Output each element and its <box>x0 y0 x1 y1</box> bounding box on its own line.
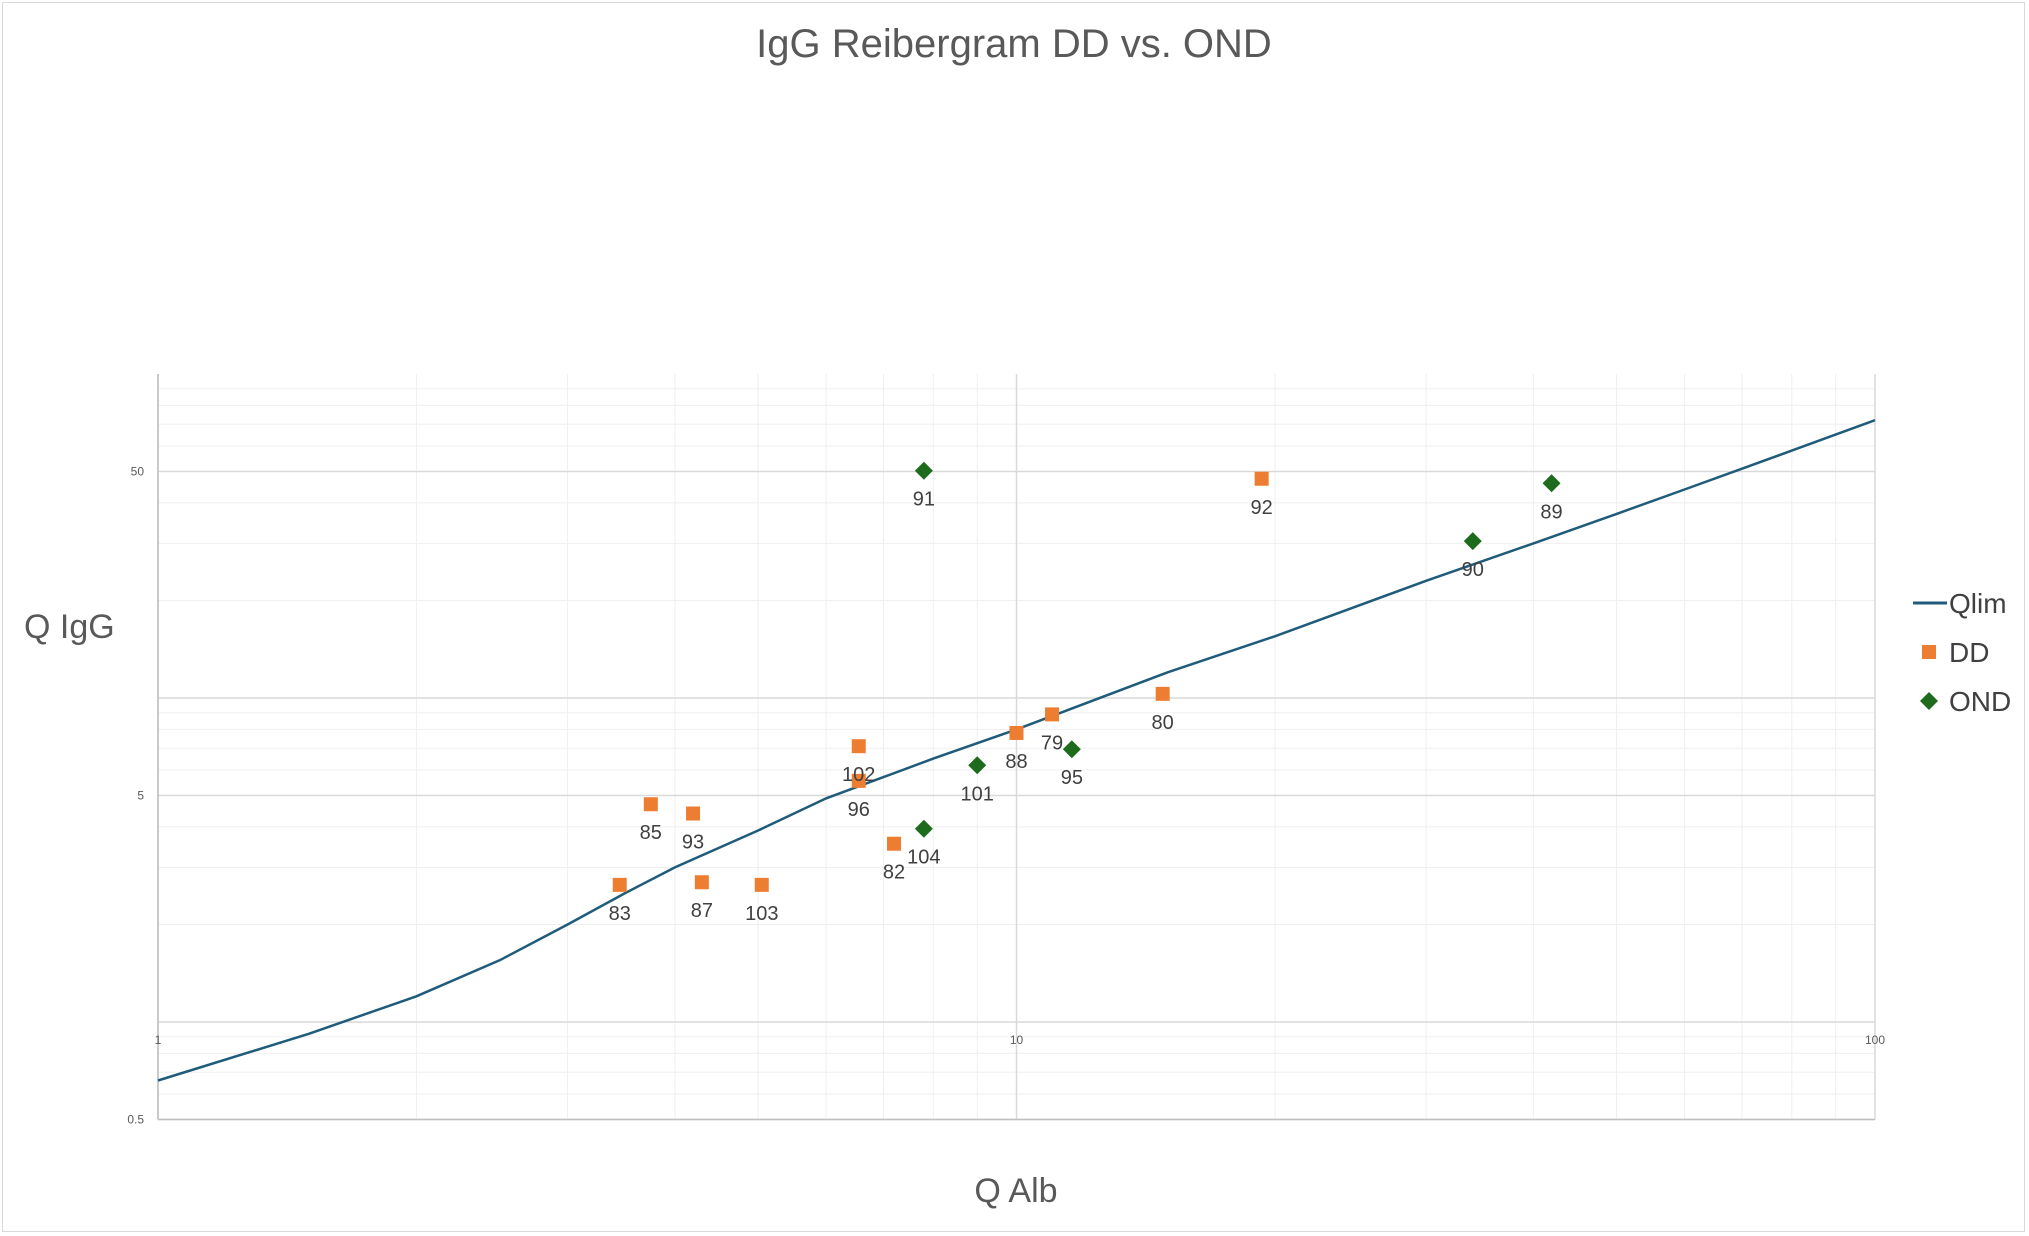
dd-point <box>686 806 701 821</box>
dd-point <box>612 877 627 892</box>
dd-point <box>1254 471 1269 486</box>
point-label: 103 <box>745 903 778 925</box>
point-label: 93 <box>682 832 704 854</box>
point-labels: 79 80 82 83 85 87 88 92 93 96 102 103 89 90 91 95 101 104 <box>609 489 1563 925</box>
tick-labels: 1 10 100 0.5 5 50 <box>127 465 1885 1127</box>
ond-point <box>914 819 933 838</box>
y-tick-label: 0.5 <box>127 1113 144 1127</box>
axes <box>157 374 1875 1121</box>
dd-point <box>851 739 866 754</box>
dd-point <box>643 797 658 812</box>
point-label: 102 <box>842 764 875 786</box>
dd-series <box>612 471 1269 892</box>
dd-point <box>1009 725 1024 740</box>
x-axis-title: Q Alb <box>974 1172 1057 1210</box>
major-gridlines <box>157 374 1876 1121</box>
chart-title: IgG Reibergram DD vs. OND <box>756 22 1272 66</box>
point-label: 82 <box>883 862 905 884</box>
dd-point <box>694 875 709 890</box>
y-tick-label: 50 <box>131 465 145 479</box>
legend-diamond-swatch <box>1920 692 1938 710</box>
point-label: 87 <box>691 900 713 922</box>
qlim-line <box>157 419 1876 1082</box>
point-label: 90 <box>1462 559 1484 581</box>
dd-point <box>851 773 866 788</box>
y-axis-title: Q IgG <box>24 608 115 646</box>
y-tick-label: 5 <box>137 789 144 803</box>
point-label: 101 <box>961 783 994 805</box>
legend-square-swatch <box>1922 645 1936 659</box>
legend-label: DD <box>1949 637 1989 668</box>
dd-point <box>1155 686 1170 701</box>
point-label: 79 <box>1041 732 1063 754</box>
ond-point <box>968 756 987 775</box>
point-label: 85 <box>640 822 662 844</box>
legend-label: Qlim <box>1949 588 2007 619</box>
ond-point <box>914 461 933 480</box>
dd-point <box>1045 707 1060 722</box>
x-tick-label: 100 <box>1865 1033 1885 1047</box>
point-label: 88 <box>1005 751 1027 773</box>
point-label: 83 <box>609 903 631 925</box>
dd-point <box>754 877 769 892</box>
ond-point <box>1542 474 1561 493</box>
ond-point <box>1463 532 1482 551</box>
legend: Qlim DD OND <box>1913 588 2011 717</box>
legend-label: OND <box>1949 686 2011 717</box>
dd-point <box>887 836 902 851</box>
point-label: 91 <box>913 489 935 511</box>
point-label: 96 <box>848 799 870 821</box>
point-label: 80 <box>1152 712 1174 734</box>
ond-series <box>914 461 1561 838</box>
ond-point <box>1062 740 1081 759</box>
qlim-series <box>157 419 1876 1082</box>
point-label: 95 <box>1061 767 1083 789</box>
point-label: 104 <box>907 847 940 869</box>
x-tick-label: 1 <box>155 1033 162 1047</box>
point-label: 92 <box>1251 497 1273 519</box>
x-tick-label: 10 <box>1010 1033 1024 1047</box>
point-label: 89 <box>1540 501 1562 523</box>
